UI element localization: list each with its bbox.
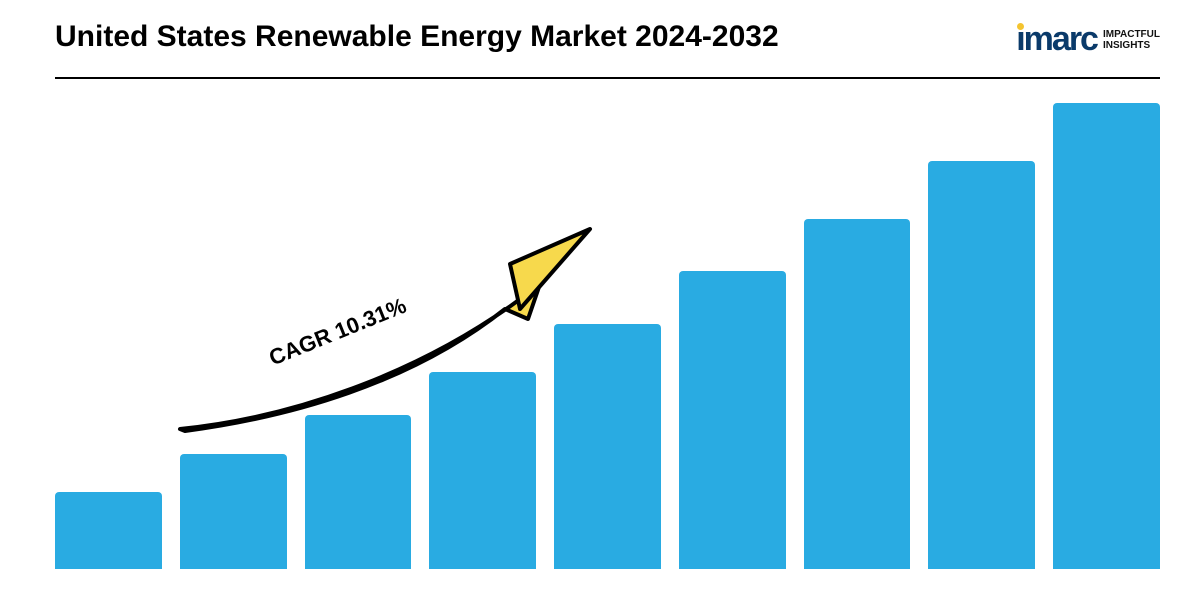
page-root: United States Renewable Energy Market 20… [0, 0, 1200, 600]
bar [804, 219, 911, 569]
bar [928, 161, 1035, 569]
brand-tagline-line2: INSIGHTS [1103, 40, 1160, 51]
header-divider [55, 77, 1160, 79]
bar [679, 271, 786, 569]
header: United States Renewable Energy Market 20… [55, 20, 1160, 59]
brand-logo-tagline: IMPACTFUL INSIGHTS [1103, 29, 1160, 51]
growth-bar-chart: CAGR 10.31% [55, 89, 1160, 569]
page-title: United States Renewable Energy Market 20… [55, 20, 779, 54]
bar [429, 372, 536, 569]
bar [305, 415, 412, 569]
brand-tagline-line1: IMPACTFUL [1103, 29, 1160, 40]
bar [55, 492, 162, 569]
brand-logo: imarc IMPACTFUL INSIGHTS [1016, 20, 1160, 59]
bar-series [55, 89, 1160, 569]
brand-logo-text: imarc [1016, 20, 1097, 59]
bar [180, 454, 287, 569]
bar [554, 324, 661, 569]
bar [1053, 103, 1160, 569]
